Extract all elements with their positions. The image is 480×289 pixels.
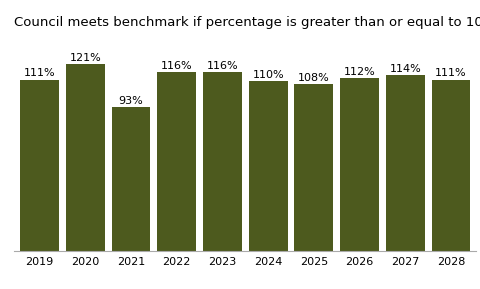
Text: 116%: 116% (206, 61, 238, 71)
Text: 110%: 110% (252, 70, 283, 80)
Bar (248, 81, 287, 251)
Text: Council meets benchmark if percentage is greater than or equal to 100%: Council meets benchmark if percentage is… (14, 16, 480, 29)
Text: 116%: 116% (161, 61, 192, 71)
Bar (203, 72, 241, 251)
Text: 111%: 111% (434, 68, 466, 78)
Bar (385, 75, 424, 251)
Text: 112%: 112% (343, 67, 375, 77)
Bar (66, 64, 105, 251)
Text: 108%: 108% (298, 73, 329, 83)
Text: 114%: 114% (389, 64, 420, 74)
Bar (294, 84, 333, 251)
Bar (339, 78, 378, 251)
Bar (157, 72, 196, 251)
Text: 121%: 121% (69, 53, 101, 63)
Text: 111%: 111% (24, 68, 55, 78)
Bar (20, 79, 59, 251)
Text: 93%: 93% (119, 96, 143, 106)
Bar (111, 108, 150, 251)
Bar (431, 79, 469, 251)
